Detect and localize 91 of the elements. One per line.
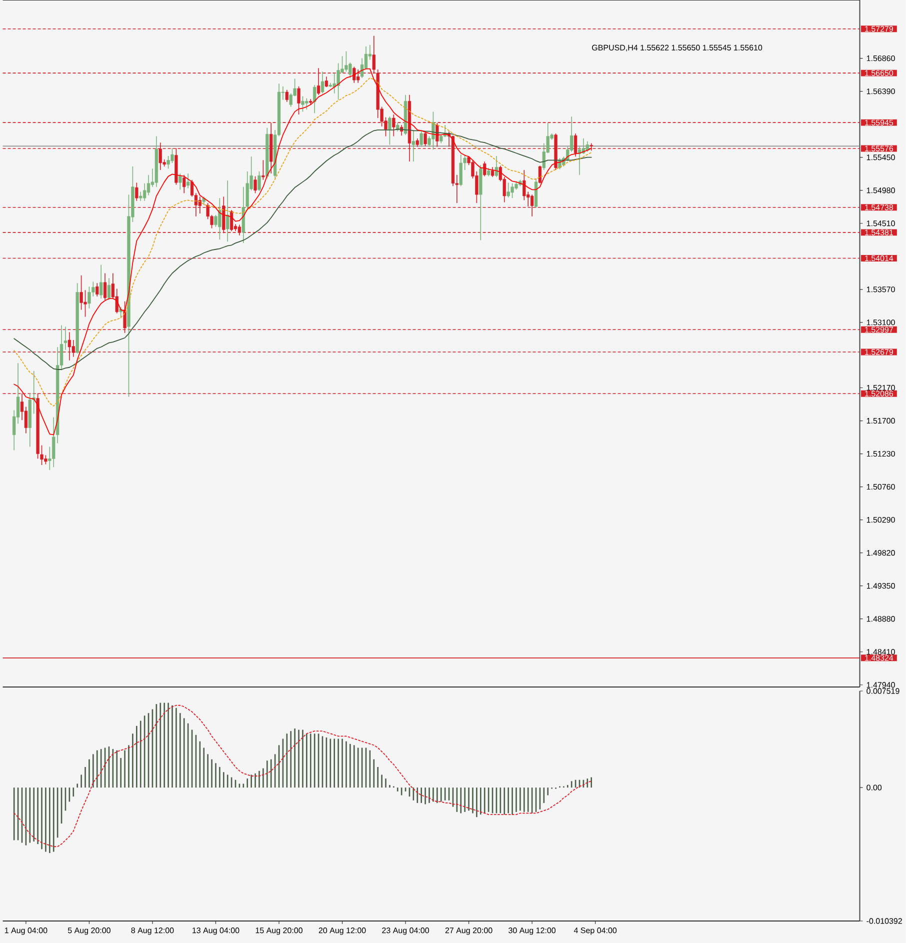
y-tick-label: 1.53100 (867, 320, 896, 326)
ref-line-label: 1.48324 (865, 655, 894, 661)
candlestick (305, 98, 308, 110)
x-tick-label: 23 Aug 04:00 (382, 928, 430, 935)
y-tick-label: 1.54980 (867, 188, 896, 194)
candlestick (321, 71, 324, 94)
candlestick (88, 286, 91, 309)
y-tick-label: -0.010392 (866, 918, 902, 924)
x-tick-label: 5 Aug 20:00 (68, 928, 111, 935)
candlestick (186, 173, 190, 189)
y-tick-label: 1.52170 (867, 384, 896, 391)
candlestick (285, 90, 289, 102)
candlestick (495, 156, 498, 178)
y-tick-label: 1.51230 (867, 450, 896, 457)
candlestick (100, 264, 103, 299)
candlestick (352, 66, 356, 84)
candlestick (324, 76, 328, 88)
ref-line-label: 1.54738 (865, 204, 894, 210)
x-tick-label: 27 Aug 20:00 (446, 928, 492, 935)
y-tick-label: 1.56390 (867, 88, 896, 94)
candlestick (344, 50, 348, 72)
ref-line-label: 1.56650 (865, 70, 894, 76)
x-tick-label: 4 Sep 04:00 (574, 928, 617, 935)
candlestick (586, 140, 590, 152)
candlestick (218, 198, 222, 240)
candlestick (420, 130, 424, 148)
candlestick (139, 191, 142, 202)
x-tick-label: 1 Aug 04:00 (5, 928, 48, 935)
ref-line-label: 1.55576 (865, 146, 894, 152)
candlestick (44, 454, 48, 465)
candlestick (360, 58, 364, 78)
candlestick (432, 111, 435, 150)
candlestick (301, 96, 304, 112)
ref-line-label: 1.52086 (865, 390, 894, 396)
candlestick (178, 173, 182, 190)
ref-line-label: 1.54014 (865, 255, 894, 262)
candlestick (424, 130, 427, 147)
ref-line-label: 1.57279 (865, 26, 894, 32)
x-tick-label: 13 Aug 04:00 (192, 928, 240, 935)
candlestick (538, 165, 542, 184)
candlestick (400, 124, 404, 136)
candlestick (182, 174, 186, 194)
candlestick (506, 182, 510, 198)
candlestick (104, 272, 107, 300)
y-tick-label: 1.55450 (867, 154, 896, 160)
candlestick (348, 62, 352, 78)
candlestick (96, 282, 99, 297)
candlestick (459, 154, 463, 187)
x-tick-label: 20 Aug 12:00 (318, 928, 366, 935)
y-tick-label: 1.48880 (867, 616, 896, 622)
x-tick-label: 8 Aug 12:00 (131, 928, 174, 935)
x-tick-label: 30 Aug 12:00 (508, 928, 556, 935)
candlestick (388, 116, 392, 146)
candlestick (135, 182, 138, 202)
text: GBPUSD,H4 1.55622 1.55650 1.55545 1.55610 (592, 44, 762, 52)
candlestick (332, 72, 336, 94)
y-tick-label: 1.50760 (867, 484, 896, 490)
y-tick-label: 0.007519 (866, 688, 900, 694)
y-tick-label: 1.48410 (867, 649, 896, 655)
candlestick (108, 278, 111, 300)
ref-line-label: 1.52997 (865, 326, 894, 332)
y-tick-label: 1.54510 (867, 220, 896, 226)
candlestick (170, 148, 174, 164)
y-tick-label: 1.50290 (867, 516, 896, 523)
y-tick-label: 1.49350 (867, 583, 896, 589)
candlestick (412, 130, 416, 162)
candlestick (262, 160, 265, 180)
ref-line-label: 1.54381 (865, 230, 894, 236)
y-tick-label: 1.47940 (867, 682, 896, 688)
ref-line-label: 1.52679 (865, 349, 894, 355)
candlestick (297, 86, 300, 115)
candlestick (258, 170, 261, 192)
y-tick-label: 1.51700 (867, 418, 896, 424)
ref-line-label: 1.55945 (865, 120, 894, 126)
candlestick (483, 161, 486, 177)
y-tick-label: 1.56860 (867, 55, 896, 62)
y-tick-label: 1.53570 (867, 286, 896, 292)
x-tick-label: 15 Aug 20:00 (256, 928, 303, 935)
y-tick-label: 0.00 (866, 784, 882, 790)
candlestick (491, 166, 494, 178)
candlestick (226, 180, 230, 242)
candlestick (80, 274, 83, 310)
candlestick (313, 84, 316, 114)
candlestick (336, 62, 340, 100)
candlestick (40, 444, 44, 466)
candlestick (84, 290, 87, 318)
candlestick (254, 176, 257, 194)
y-tick-label: 1.49820 (867, 550, 896, 556)
candlestick (166, 156, 170, 169)
candlestick (230, 210, 234, 232)
candlestick (510, 182, 514, 198)
